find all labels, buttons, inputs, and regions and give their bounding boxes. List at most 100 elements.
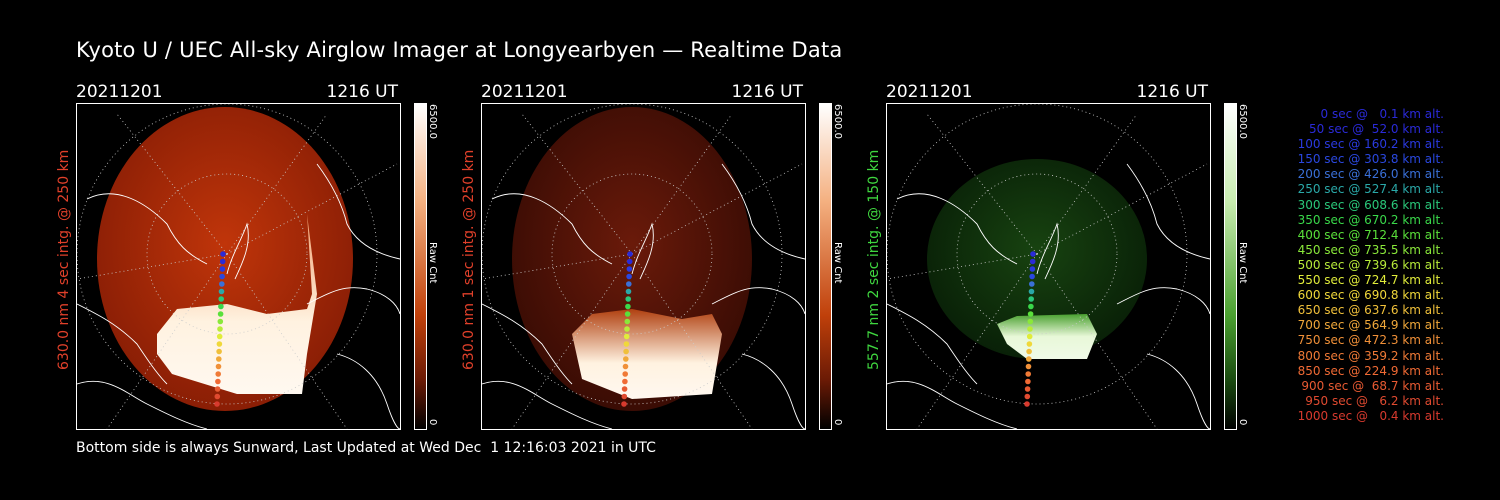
trajectory-point — [1028, 288, 1035, 295]
trajectory-point — [219, 266, 226, 272]
allsky-image — [481, 103, 806, 430]
trajectory-point — [624, 318, 631, 325]
trajectory-point — [1026, 356, 1032, 362]
trajectory-point — [623, 333, 630, 340]
trajectory-legend: 0 sec @ 0.1 km alt. 50 sec @ 52.0 km alt.… — [1262, 107, 1444, 424]
color-scale-min: 0 — [832, 419, 843, 426]
color-scale-label: Raw Cnt — [832, 242, 843, 284]
trajectory-point — [217, 318, 224, 325]
legend-row: 250 sec @ 527.4 km alt. — [1297, 182, 1444, 197]
trajectory-point — [214, 401, 220, 407]
airglow-disk — [927, 159, 1147, 359]
legend-row: 400 sec @ 712.4 km alt. — [1297, 227, 1444, 242]
legend-row: 850 sec @ 224.9 km alt. — [1297, 363, 1444, 378]
legend-row: 700 sec @ 564.9 km alt. — [1297, 318, 1444, 333]
legend-row: 450 sec @ 735.5 km alt. — [1297, 242, 1444, 257]
trajectory-point — [623, 348, 629, 355]
legend-row: 500 sec @ 739.6 km alt. — [1297, 257, 1444, 272]
legend-row: 950 sec @ 6.2 km alt. — [1305, 393, 1444, 408]
trajectory-point — [1025, 378, 1031, 385]
trajectory-point — [623, 356, 629, 362]
trajectory-point — [216, 341, 223, 347]
trajectory-point — [624, 326, 630, 332]
trajectory-point — [217, 326, 223, 332]
trajectory-point — [1026, 341, 1033, 347]
wavelength-label: 557.7 nm 2 sec intg. @ 150 km — [866, 149, 882, 370]
trajectory-point — [215, 371, 221, 377]
trajectory-point — [216, 333, 223, 340]
aurora-bright-region — [572, 309, 722, 399]
trajectory-point — [219, 281, 225, 287]
trajectory-point — [1029, 281, 1035, 287]
trajectory-point — [626, 281, 632, 287]
color-scale-label: Raw Cnt — [427, 242, 438, 284]
lat-lon-grid — [482, 104, 803, 429]
legend-row: 350 sec @ 670.2 km alt. — [1297, 212, 1444, 227]
trajectory-point — [625, 288, 632, 295]
trajectory-point — [1025, 371, 1031, 377]
panel-date: 20211201 — [886, 82, 973, 102]
trajectory-point — [1029, 266, 1036, 272]
allsky-image — [76, 103, 401, 430]
legend-row: 900 sec @ 68.7 km alt. — [1301, 378, 1444, 393]
trajectory-point — [622, 363, 629, 370]
trajectory-point — [219, 273, 225, 280]
lat-lon-grid — [887, 104, 1208, 429]
coastline-map — [482, 163, 805, 429]
legend-row: 0 sec @ 0.1 km alt. — [1320, 107, 1445, 121]
trajectory-point — [625, 303, 631, 310]
legend-row: 650 sec @ 637.6 km alt. — [1297, 303, 1444, 318]
trajectory-point — [218, 296, 224, 302]
trajectory-point — [621, 386, 628, 392]
trajectory-point — [626, 273, 632, 280]
trajectory-point — [625, 296, 631, 302]
trajectory-point — [1024, 401, 1030, 407]
aurora-bright-region — [997, 314, 1097, 359]
coastline-map — [77, 163, 400, 429]
legend-row: 150 sec @ 303.8 km alt. — [1297, 152, 1444, 167]
wavelength-label: 630.0 nm 4 sec intg. @ 250 km — [56, 149, 72, 370]
panel-time: 1216 UT — [326, 82, 399, 102]
trajectory-point — [1027, 326, 1033, 332]
trajectory-point — [1027, 318, 1034, 325]
trajectory-point — [217, 311, 224, 317]
legend-row: 300 sec @ 608.6 km alt. — [1297, 197, 1444, 212]
trajectory-point — [1024, 393, 1031, 400]
trajectory-point — [216, 348, 222, 355]
legend-row: 550 sec @ 724.7 km alt. — [1297, 273, 1444, 288]
page-title: Kyoto U / UEC All-sky Airglow Imager at … — [76, 38, 843, 62]
trajectory-point — [1025, 363, 1032, 370]
lat-lon-grid — [77, 104, 398, 429]
trajectory-point — [1027, 311, 1034, 317]
trajectory-point — [1030, 251, 1036, 257]
trajectory-point — [622, 371, 628, 377]
trajectory-point — [216, 356, 222, 362]
color-scale-label: Raw Cnt — [1237, 242, 1248, 284]
color-scale-max: 6500.0 — [427, 104, 438, 139]
color-scale-max: 6500.0 — [832, 104, 843, 139]
trajectory-point — [1028, 296, 1034, 302]
panel-time: 1216 UT — [1136, 82, 1209, 102]
legend-row: 1000 sec @ 0.4 km alt. — [1297, 408, 1444, 423]
trajectory-point — [1028, 303, 1034, 310]
trajectory-point — [621, 401, 627, 407]
trajectory-point — [624, 311, 631, 317]
trajectory-point — [220, 251, 226, 257]
panel-date: 20211201 — [481, 82, 568, 102]
legend-row: 600 sec @ 690.8 km alt. — [1297, 288, 1444, 303]
color-scale-max: 6500.0 — [1237, 104, 1248, 139]
trajectory-point — [219, 258, 226, 265]
trajectory-point — [623, 341, 630, 347]
color-scale-bar — [819, 103, 832, 430]
trajectory-point — [215, 363, 222, 370]
trajectory-point — [1024, 386, 1031, 392]
color-scale-min: 0 — [1237, 419, 1248, 426]
legend-row: 750 sec @ 472.3 km alt. — [1297, 333, 1444, 348]
color-scale-bar — [1224, 103, 1237, 430]
color-scale-min: 0 — [427, 419, 438, 426]
trajectory-point — [626, 258, 633, 265]
color-scale-bar — [414, 103, 427, 430]
trajectory-point — [626, 266, 633, 272]
legend-row: 100 sec @ 160.2 km alt. — [1297, 137, 1444, 152]
trajectory-point — [214, 386, 221, 392]
